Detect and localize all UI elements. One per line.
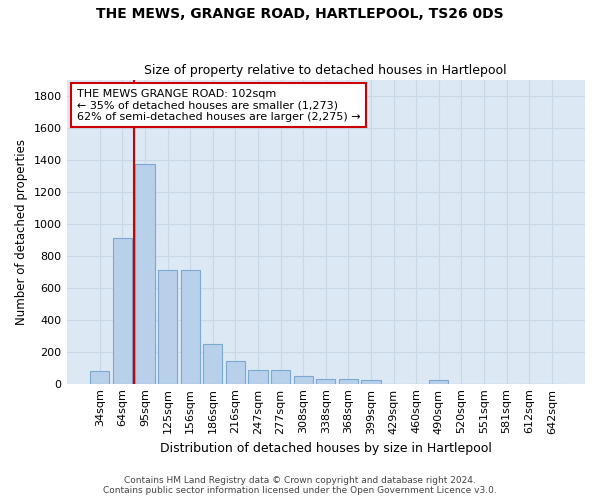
Text: Contains HM Land Registry data © Crown copyright and database right 2024.
Contai: Contains HM Land Registry data © Crown c… xyxy=(103,476,497,495)
Bar xyxy=(181,270,200,384)
X-axis label: Distribution of detached houses by size in Hartlepool: Distribution of detached houses by size … xyxy=(160,442,492,455)
Bar xyxy=(203,344,223,384)
Bar xyxy=(361,380,380,384)
Bar xyxy=(158,270,177,384)
Bar xyxy=(339,379,358,384)
Bar xyxy=(226,362,245,384)
Bar xyxy=(271,370,290,384)
Text: THE MEWS GRANGE ROAD: 102sqm
← 35% of detached houses are smaller (1,273)
62% of: THE MEWS GRANGE ROAD: 102sqm ← 35% of de… xyxy=(77,88,361,122)
Bar xyxy=(113,238,132,384)
Bar xyxy=(316,379,335,384)
Bar xyxy=(293,376,313,384)
Title: Size of property relative to detached houses in Hartlepool: Size of property relative to detached ho… xyxy=(145,64,507,77)
Bar xyxy=(248,370,268,384)
Bar xyxy=(136,164,155,384)
Text: THE MEWS, GRANGE ROAD, HARTLEPOOL, TS26 0DS: THE MEWS, GRANGE ROAD, HARTLEPOOL, TS26 … xyxy=(96,8,504,22)
Bar xyxy=(90,371,109,384)
Bar xyxy=(429,380,448,384)
Y-axis label: Number of detached properties: Number of detached properties xyxy=(15,138,28,324)
